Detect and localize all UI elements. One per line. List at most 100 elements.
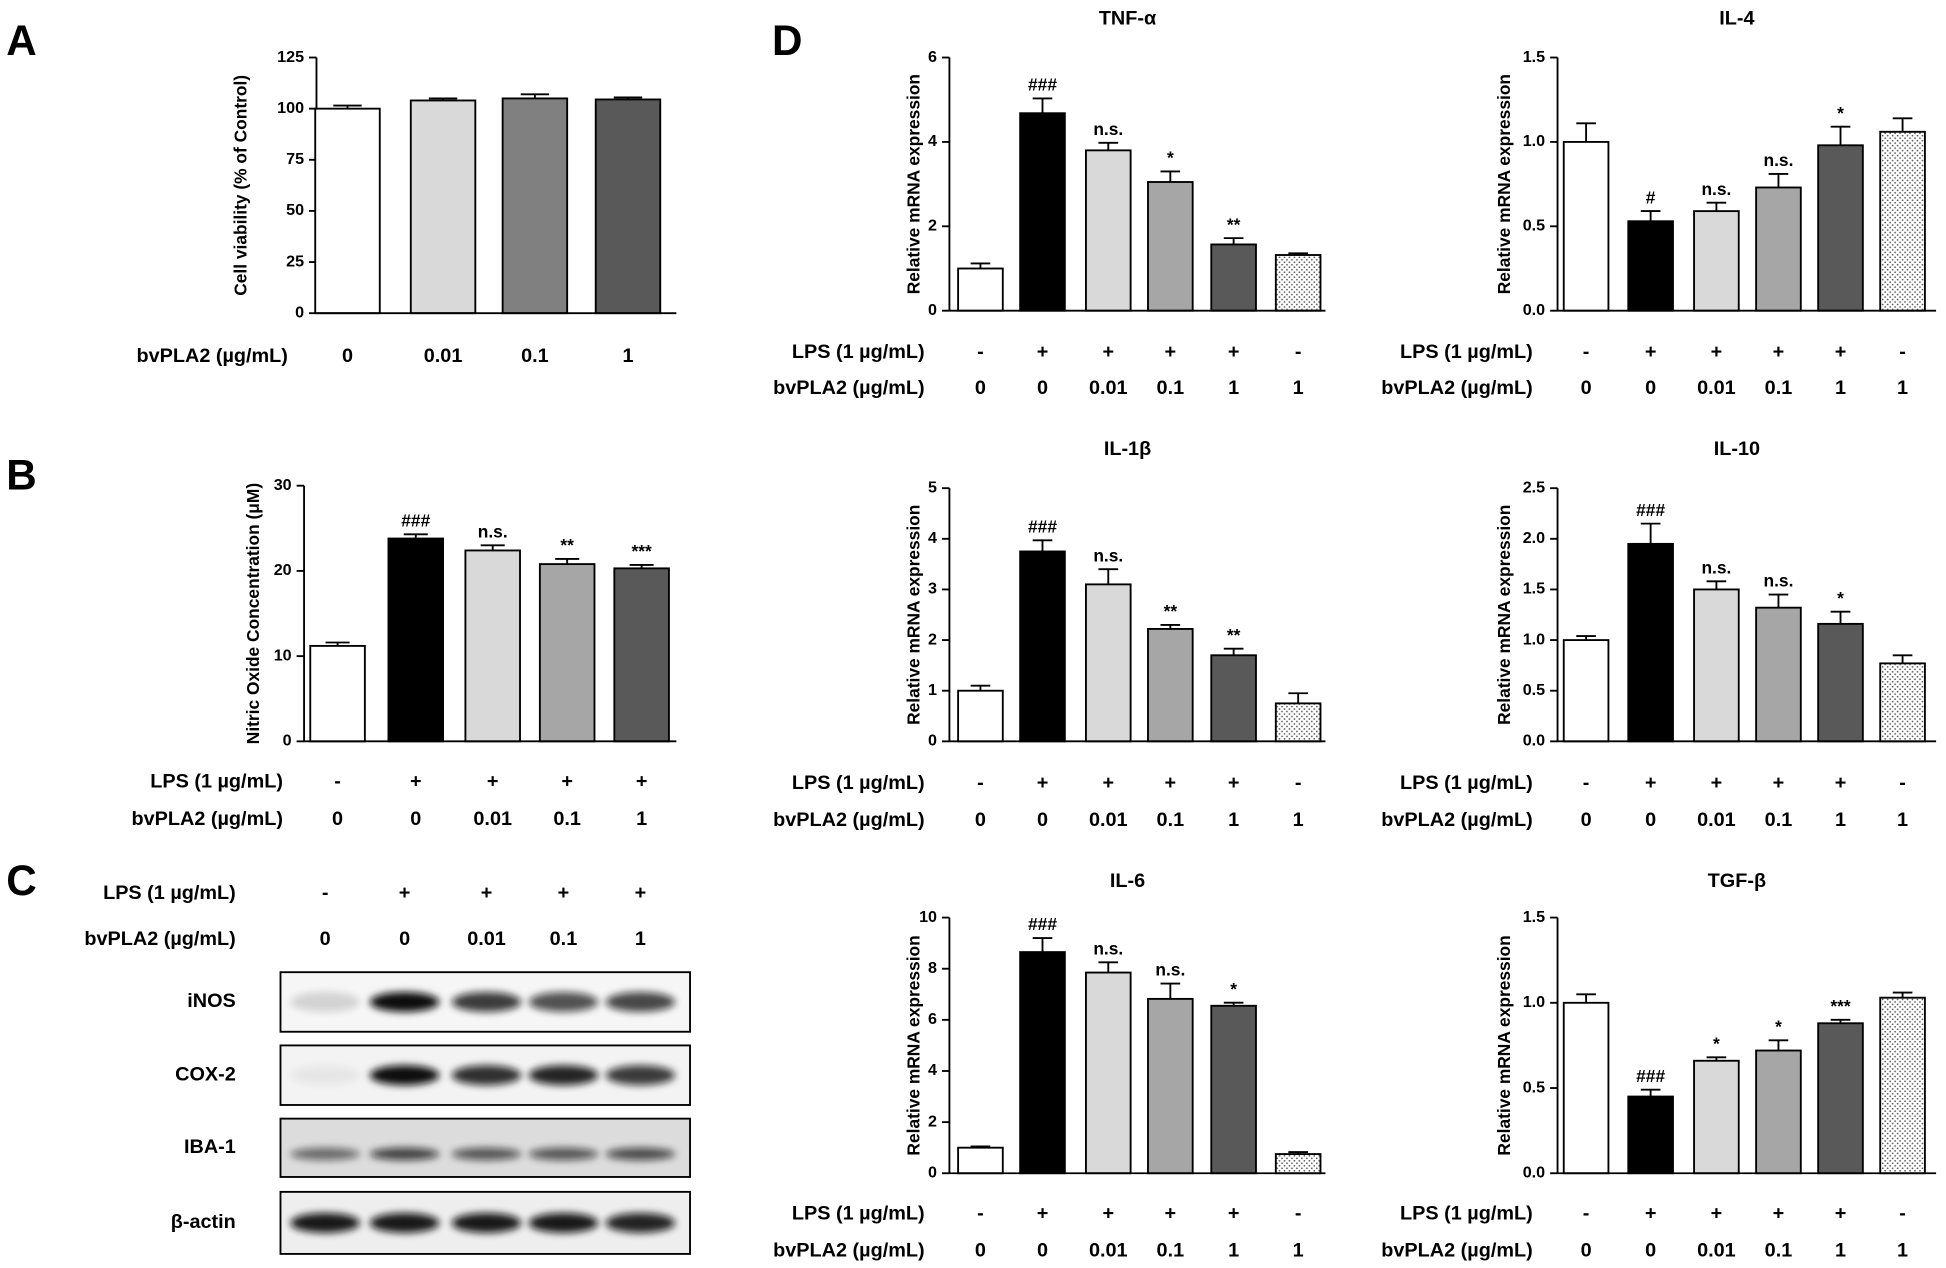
x-tick-label: -: [1899, 772, 1906, 794]
y-tick-label: 2: [928, 217, 937, 235]
blot-band: [605, 1212, 676, 1233]
x-tick-label: 0: [1037, 377, 1048, 399]
lane-label: 0: [399, 928, 410, 950]
x-tick-label: +: [1711, 772, 1723, 794]
y-tick-label: 10: [274, 646, 292, 664]
x-tick-label: 1: [1835, 809, 1846, 831]
bar: [387, 537, 444, 743]
y-tick-label: 0: [928, 301, 937, 319]
significance-label: n.s.: [1093, 119, 1123, 139]
bar: [1693, 210, 1740, 312]
bar: [1019, 112, 1066, 312]
x-tick-label: +: [487, 771, 499, 793]
row-label: LPS (1 µg/mL): [150, 771, 283, 793]
y-tick-label: 0: [295, 303, 304, 321]
y-tick-label: 10: [919, 908, 937, 926]
x-tick-label: 1: [1228, 377, 1239, 399]
x-tick-label: +: [1835, 772, 1847, 794]
band-label: IBA-1: [184, 1136, 236, 1158]
bar: [1879, 130, 1926, 312]
significance-label: n.s.: [1764, 571, 1794, 591]
y-tick-label: 1: [928, 681, 937, 699]
bar: [1817, 622, 1864, 743]
y-tick-label: 0.0: [1523, 1164, 1545, 1182]
row-label: bvPLA2 (µg/mL): [136, 345, 287, 367]
bar: [409, 99, 477, 315]
chart-title: IL-10: [1714, 438, 1760, 460]
x-tick-label: 0: [1037, 1240, 1048, 1262]
bar: [1562, 140, 1610, 312]
y-tick-label: 0.5: [1523, 1078, 1545, 1096]
significance-label: n.s.: [1764, 150, 1794, 170]
x-tick-label: -: [977, 772, 984, 794]
blot-band: [528, 992, 599, 1012]
x-tick-label: 0.1: [1157, 809, 1185, 831]
x-tick-label: 0.1: [1157, 377, 1185, 399]
x-tick-label: +: [1228, 341, 1240, 363]
x-tick-label: +: [1835, 341, 1847, 363]
y-axis-label: Relative mRNA expression: [1494, 935, 1514, 1155]
y-axis-label: Relative mRNA expression: [903, 935, 923, 1155]
y-tick-label: 4: [928, 132, 937, 150]
significance-label: ###: [1028, 75, 1057, 95]
significance-label: *: [1230, 979, 1237, 999]
blot-band: [290, 1065, 360, 1086]
row-label: bvPLA2 (µg/mL): [84, 928, 235, 950]
x-tick-label: -: [1295, 341, 1302, 363]
bar: [538, 563, 596, 743]
x-tick-label: 0: [1037, 809, 1048, 831]
x-tick-label: -: [977, 1202, 984, 1224]
y-tick-label: 25: [286, 252, 304, 270]
blot-band: [290, 992, 360, 1012]
x-tick-label: -: [1295, 772, 1302, 794]
significance-label: **: [1164, 601, 1178, 621]
bar: [1879, 996, 1926, 1175]
x-tick-label: 0.1: [1765, 1240, 1793, 1262]
y-tick-label: 100: [277, 99, 304, 117]
y-tick-label: 2: [928, 1112, 937, 1130]
bar: [1755, 186, 1802, 312]
lane-label: +: [558, 882, 570, 904]
y-tick-label: 2.0: [1523, 529, 1545, 547]
lane-label: 0.1: [550, 928, 578, 950]
blot-band: [528, 1065, 599, 1086]
x-tick-label: -: [1899, 341, 1906, 363]
y-tick-label: 75: [286, 150, 304, 168]
bar: [1019, 550, 1066, 743]
x-tick-label: 0: [1581, 377, 1592, 399]
x-tick-label: 1: [1835, 1240, 1846, 1262]
bar: [501, 97, 569, 315]
x-tick-label: 0.01: [1697, 1240, 1736, 1262]
x-tick-label: 0.1: [553, 808, 581, 830]
blot-band: [369, 1212, 440, 1233]
y-tick-label: 20: [274, 561, 292, 579]
significance-label: *: [1713, 1034, 1720, 1054]
x-tick-label: +: [1228, 772, 1240, 794]
y-axis-label: Cell viability (% of Control): [231, 75, 251, 296]
significance-label: ***: [631, 541, 652, 561]
bar: [1562, 1001, 1610, 1175]
x-tick-label: -: [1583, 341, 1590, 363]
y-tick-label: 1.5: [1523, 580, 1545, 598]
row-label: LPS (1 µg/mL): [1400, 772, 1533, 794]
bar: [1210, 243, 1257, 312]
x-tick-label: 0: [975, 1240, 986, 1262]
row-label: LPS (1 µg/mL): [792, 1202, 925, 1224]
blot-band: [451, 1147, 522, 1161]
bar: [1210, 1004, 1257, 1175]
bar: [1627, 220, 1674, 312]
lane-label: 0.01: [467, 928, 506, 950]
significance-label: n.s.: [1093, 545, 1123, 565]
x-tick-label: 0.1: [1765, 377, 1793, 399]
significance-label: **: [1227, 214, 1241, 234]
significance-label: ###: [1028, 517, 1057, 537]
y-tick-label: 1.0: [1523, 132, 1545, 150]
bar: [1627, 542, 1674, 743]
x-tick-label: +: [1165, 341, 1177, 363]
bar: [1085, 149, 1132, 312]
bar: [1147, 181, 1194, 312]
x-tick-label: 0: [1645, 377, 1656, 399]
panel-label: A: [6, 17, 36, 64]
x-tick-label: +: [1711, 341, 1723, 363]
bar: [1147, 628, 1194, 743]
